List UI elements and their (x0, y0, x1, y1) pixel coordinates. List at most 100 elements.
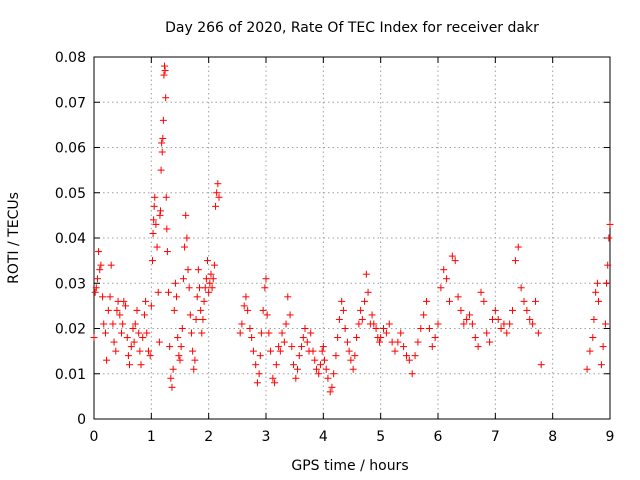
data-point (189, 347, 197, 355)
data-point (265, 329, 273, 337)
data-point (236, 329, 244, 337)
y-tick-label: 0.04 (55, 231, 86, 247)
data-point (162, 193, 170, 201)
data-point (468, 320, 476, 328)
data-point (139, 334, 147, 342)
data-point (112, 347, 120, 355)
data-point (511, 257, 519, 265)
data-points (90, 62, 614, 396)
data-point (161, 62, 169, 70)
data-point (248, 334, 256, 342)
x-tick-label: 7 (491, 429, 500, 445)
data-point (391, 347, 399, 355)
data-point (255, 370, 263, 378)
x-tick-label: 3 (262, 429, 271, 445)
data-point (334, 334, 342, 342)
data-point (157, 207, 165, 215)
data-point (201, 284, 209, 292)
data-point (158, 139, 166, 147)
data-point (509, 306, 517, 314)
data-point (107, 261, 115, 269)
data-point (206, 279, 214, 287)
data-point (154, 288, 162, 296)
data-point (590, 315, 598, 323)
data-point (159, 116, 167, 124)
data-point (166, 343, 174, 351)
data-point (119, 320, 127, 328)
data-point (286, 311, 294, 319)
data-point (278, 329, 286, 337)
data-point (143, 329, 151, 337)
data-point (253, 379, 261, 387)
y-tick-label: 0.02 (55, 322, 86, 338)
data-point (169, 365, 177, 373)
data-point (604, 261, 612, 269)
data-point (351, 352, 359, 360)
data-point (184, 266, 192, 274)
data-point (592, 288, 600, 296)
data-point (330, 370, 338, 378)
data-point (394, 338, 402, 346)
data-point (448, 252, 456, 260)
data-point (595, 297, 603, 305)
data-point (167, 374, 175, 382)
data-point (249, 347, 257, 355)
y-tick-label: 0.06 (55, 141, 86, 157)
data-point (256, 352, 264, 360)
data-point (537, 361, 545, 369)
data-point (207, 270, 215, 278)
data-point (150, 216, 158, 224)
data-point (276, 347, 284, 355)
data-point (182, 211, 190, 219)
data-point (185, 284, 193, 292)
data-point (140, 311, 148, 319)
y-tick-label: 0.01 (55, 367, 86, 383)
chart-title: Day 266 of 2020, Rate Of TEC Index for r… (165, 20, 539, 36)
data-point (104, 306, 112, 314)
data-point (376, 338, 384, 346)
data-point (163, 248, 171, 256)
data-point (271, 379, 279, 387)
data-point (272, 361, 280, 369)
data-point (181, 243, 189, 251)
data-point (161, 67, 169, 75)
data-point (460, 320, 468, 328)
data-point (380, 325, 388, 332)
y-tick-label: 0.03 (55, 276, 86, 292)
data-point (96, 266, 104, 274)
data-point (242, 293, 250, 301)
data-point (204, 257, 212, 265)
data-point (480, 297, 488, 305)
data-point (103, 356, 111, 364)
y-tick-label: 0.05 (55, 186, 86, 202)
data-point (153, 243, 161, 251)
data-point (151, 193, 159, 201)
data-point (463, 315, 471, 323)
data-point (213, 189, 221, 197)
data-point (135, 329, 143, 337)
data-point (214, 180, 222, 188)
data-point (238, 320, 246, 328)
data-point (397, 329, 405, 337)
data-point (176, 356, 184, 364)
data-point (187, 329, 195, 337)
data-point (364, 288, 372, 296)
data-point (175, 352, 183, 360)
data-point (324, 374, 332, 382)
data-point (405, 356, 413, 364)
data-point (457, 306, 465, 314)
data-point (152, 220, 160, 228)
data-point (326, 388, 334, 396)
data-point (451, 257, 459, 265)
data-point (529, 320, 537, 328)
data-point (280, 338, 288, 346)
data-point (328, 383, 336, 391)
data-point (209, 275, 217, 283)
data-point (353, 334, 361, 342)
x-tick-label: 8 (548, 429, 557, 445)
data-point (210, 261, 218, 269)
data-point (101, 329, 109, 337)
data-point (178, 325, 186, 332)
data-point (471, 334, 479, 342)
data-point (506, 320, 514, 328)
